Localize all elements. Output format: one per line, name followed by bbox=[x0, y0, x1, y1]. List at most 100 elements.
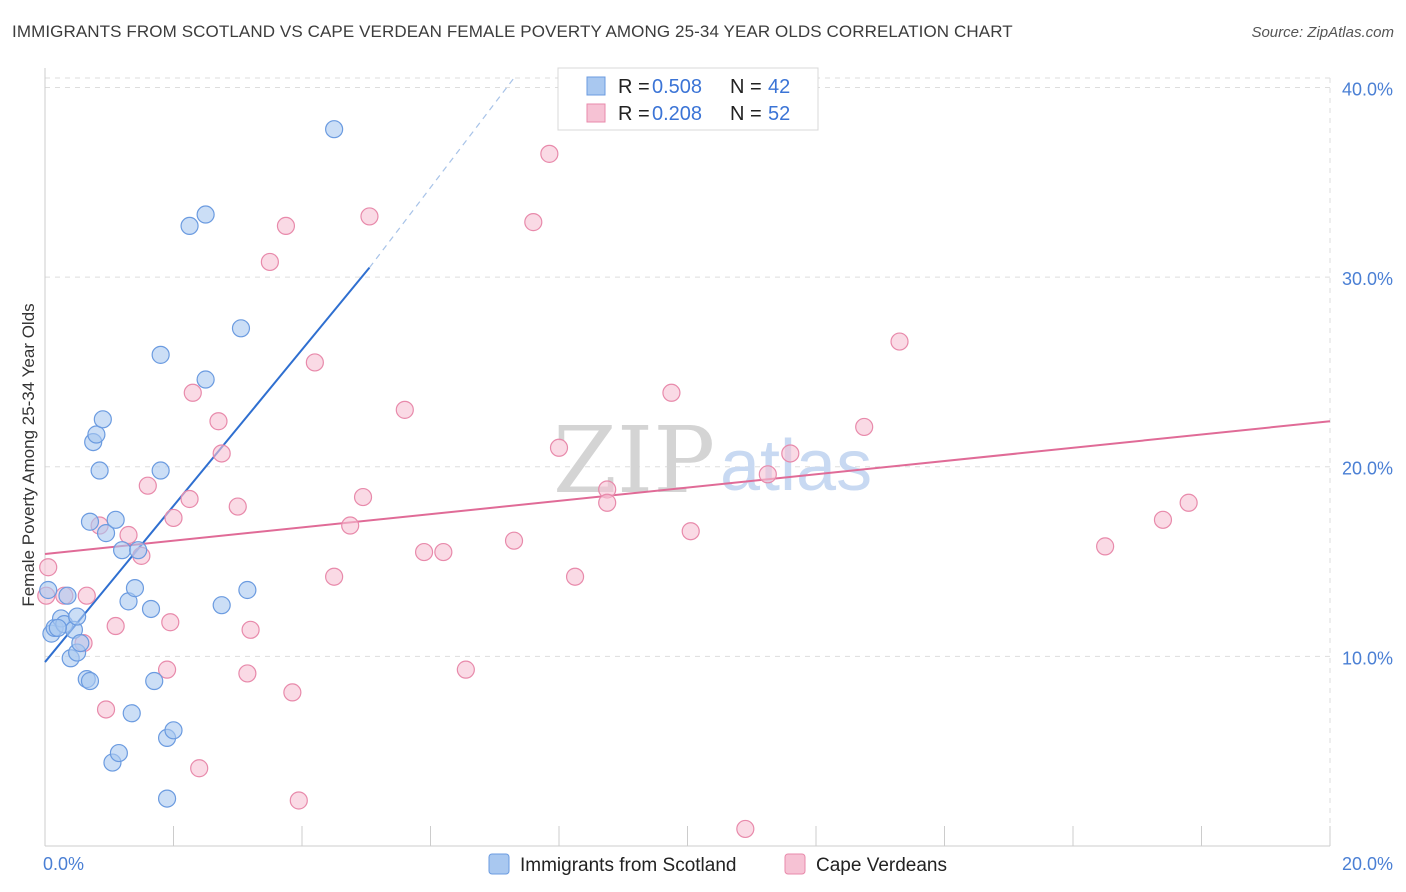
scotland-point-15 bbox=[87, 425, 106, 444]
scotland-point-10 bbox=[71, 633, 90, 653]
scotland-point-30 bbox=[151, 345, 170, 364]
cape-verdeans-point-15 bbox=[190, 759, 209, 778]
y-tick-labels: 10.0% 20.0% 30.0% 40.0% bbox=[1342, 79, 1393, 668]
y-tick-label-1: 20.0% bbox=[1342, 459, 1393, 479]
cape-verdeans-point-38 bbox=[565, 567, 585, 586]
cape-verdeans-point-26 bbox=[325, 567, 344, 586]
cape-verdeans-point-12 bbox=[164, 508, 183, 528]
cape-verdeans-point-9 bbox=[138, 476, 157, 495]
series-legend: Immigrants from Scotland Cape Verdeans bbox=[488, 853, 947, 876]
scotland-points bbox=[39, 120, 344, 808]
legend-r-value-2: 0.208 bbox=[652, 103, 702, 125]
axes bbox=[44, 68, 1331, 847]
scotland-point-26 bbox=[129, 541, 148, 560]
trend-lines bbox=[44, 77, 1331, 663]
series-legend-swatch-cape-verdeans bbox=[784, 853, 806, 875]
cape-verdeans-point-46 bbox=[855, 417, 874, 437]
cape-verdeans-point-7 bbox=[119, 525, 138, 545]
grid-lines bbox=[45, 77, 1331, 846]
legend-swatch-scotland bbox=[586, 76, 606, 96]
legend-n-value-1: 42 bbox=[768, 76, 790, 98]
scotland-point-9 bbox=[68, 607, 87, 626]
scotland-point-37 bbox=[212, 596, 231, 615]
scotland-point-40 bbox=[325, 120, 344, 139]
source-label: Source: ZipAtlas.com bbox=[1251, 24, 1394, 41]
scotland-point-17 bbox=[93, 410, 112, 429]
trend-line-scotland bbox=[44, 266, 371, 663]
y-axis-label: Female Poverty Among 25-34 Year Olds bbox=[19, 303, 38, 606]
cape-verdeans-point-23 bbox=[283, 683, 302, 702]
cape-verdeans-point-31 bbox=[414, 542, 434, 562]
cape-verdeans-point-45 bbox=[781, 444, 800, 463]
scotland-point-13 bbox=[80, 512, 100, 531]
cape-verdeans-point-17 bbox=[212, 444, 231, 463]
cape-verdeans-point-18 bbox=[228, 497, 247, 516]
scotland-point-34 bbox=[180, 216, 199, 236]
cape-verdeans-point-3 bbox=[77, 586, 96, 605]
cape-verdeans-points bbox=[37, 144, 1198, 839]
cape-verdeans-point-36 bbox=[540, 144, 559, 163]
cape-verdeans-point-14 bbox=[183, 383, 202, 402]
cape-verdeans-point-11 bbox=[161, 613, 180, 632]
cape-verdeans-point-50 bbox=[1179, 493, 1198, 512]
cape-verdeans-point-27 bbox=[341, 516, 360, 535]
x-tick-label-0: 0.0% bbox=[43, 854, 84, 874]
series-legend-label-cape-verdeans: Cape Verdeans bbox=[816, 855, 947, 876]
cape-verdeans-point-13 bbox=[180, 489, 199, 509]
cape-verdeans-point-16 bbox=[209, 412, 228, 431]
cape-verdeans-point-43 bbox=[736, 819, 755, 839]
scotland-point-39 bbox=[238, 580, 257, 600]
cape-verdeans-point-42 bbox=[681, 522, 700, 541]
scotland-point-28 bbox=[145, 671, 164, 691]
legend-n-label-2: N = bbox=[730, 103, 762, 125]
scotland-point-35 bbox=[196, 205, 215, 224]
cape-verdeans-point-35 bbox=[524, 213, 543, 232]
watermark-zip: ZIP bbox=[553, 407, 715, 514]
cape-verdeans-point-47 bbox=[890, 332, 909, 351]
scotland-point-22 bbox=[112, 541, 132, 560]
cape-verdeans-point-34 bbox=[504, 531, 524, 550]
y-tick-label-2: 30.0% bbox=[1342, 269, 1393, 289]
x-tick-labels: 0.0% 20.0% bbox=[43, 854, 1393, 874]
scotland-point-41 bbox=[48, 618, 67, 638]
cape-verdeans-point-0 bbox=[39, 558, 58, 577]
scotland-point-12 bbox=[80, 671, 100, 691]
legend-r-label-1: R = bbox=[618, 76, 650, 98]
cape-verdeans-point-32 bbox=[434, 542, 453, 562]
scotland-point-16 bbox=[90, 461, 109, 480]
legend-r-label-2: R = bbox=[618, 103, 650, 125]
scotland-point-29 bbox=[151, 461, 170, 480]
series-legend-swatch-scotland bbox=[488, 853, 510, 875]
cape-verdeans-point-49 bbox=[1153, 510, 1173, 529]
scotland-point-21 bbox=[109, 743, 128, 763]
scotland-point-25 bbox=[125, 579, 145, 598]
scotland-point-18 bbox=[96, 524, 116, 543]
chart-title: IMMIGRANTS FROM SCOTLAND VS CAPE VERDEAN… bbox=[12, 22, 1013, 41]
watermark-atlas: atlas bbox=[720, 426, 872, 506]
scotland-point-5 bbox=[58, 586, 77, 605]
trend-line-cape-verdeans bbox=[44, 420, 1331, 555]
scotland-point-31 bbox=[157, 789, 177, 808]
cape-verdeans-point-44 bbox=[758, 465, 777, 484]
legend-n-label-1: N = bbox=[730, 76, 762, 98]
x-tick-label-1: 20.0% bbox=[1342, 854, 1393, 874]
cape-verdeans-point-5 bbox=[96, 700, 116, 719]
series-legend-label-scotland: Immigrants from Scotland bbox=[520, 855, 736, 876]
trend-line-scotland-extension bbox=[368, 77, 515, 268]
cape-verdeans-point-21 bbox=[260, 252, 279, 272]
scotland-point-20 bbox=[106, 510, 125, 529]
watermark: ZIP atlas bbox=[553, 407, 872, 514]
cape-verdeans-point-24 bbox=[289, 791, 308, 810]
cape-verdeans-point-6 bbox=[106, 616, 125, 636]
cape-verdeans-point-28 bbox=[353, 487, 373, 507]
y-tick-label-3: 40.0% bbox=[1342, 79, 1393, 99]
scotland-point-38 bbox=[231, 319, 251, 338]
cape-verdeans-point-30 bbox=[395, 400, 414, 419]
scotland-point-0 bbox=[39, 580, 58, 600]
legend-n-value-2: 52 bbox=[768, 103, 790, 125]
cape-verdeans-point-48 bbox=[1096, 537, 1115, 556]
legend-r-value-1: 0.508 bbox=[652, 76, 702, 98]
cape-verdeans-point-41 bbox=[662, 383, 681, 402]
scotland-point-24 bbox=[122, 704, 141, 723]
